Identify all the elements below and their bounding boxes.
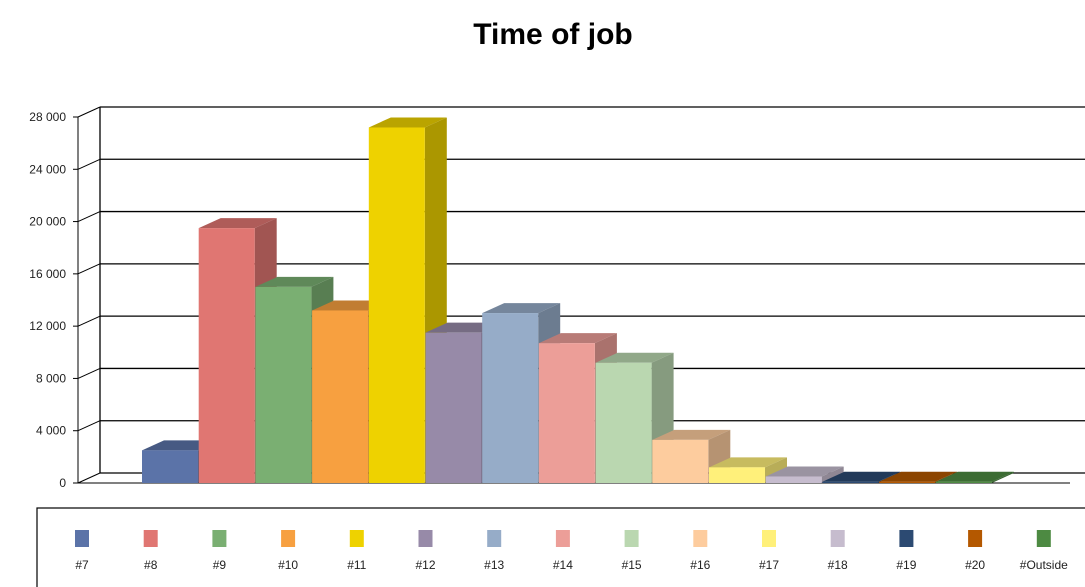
bar-front xyxy=(312,310,369,483)
legend-swatch xyxy=(762,530,776,547)
legend-swatch xyxy=(555,530,570,547)
legend-swatch xyxy=(418,530,433,547)
legend-swatch xyxy=(899,530,914,547)
legend-label: #15 xyxy=(622,558,642,572)
legend-item: #7 xyxy=(75,530,89,572)
gridline-side xyxy=(77,211,101,223)
y-tick-label: 12 000 xyxy=(29,319,66,333)
bar-front xyxy=(538,343,595,483)
bar-side xyxy=(821,466,844,483)
bar-front xyxy=(425,332,482,483)
legend-item: #10 xyxy=(278,530,298,572)
legend-label: #18 xyxy=(828,558,848,572)
legend-label: #20 xyxy=(965,558,985,572)
bar-top xyxy=(935,471,1014,482)
bar-front xyxy=(652,439,709,483)
bar-front xyxy=(935,481,992,483)
legend-swatch xyxy=(1036,530,1051,547)
legend-item: #12 xyxy=(415,530,436,572)
y-tick-label: 4 000 xyxy=(36,424,66,438)
bar-top xyxy=(879,471,958,482)
gridline-side xyxy=(77,367,101,379)
legend-swatch xyxy=(968,530,983,547)
bar-front xyxy=(822,481,879,483)
bars xyxy=(142,117,1014,483)
bar-top xyxy=(595,352,674,363)
y-tick-label: 28 000 xyxy=(29,110,66,124)
legend-item: #9 xyxy=(212,530,227,572)
bar xyxy=(935,471,1014,483)
legend-item: #16 xyxy=(690,530,711,572)
legend-label: #Outside xyxy=(1020,558,1068,572)
legend-swatch xyxy=(830,530,845,547)
bar-front xyxy=(879,481,936,483)
legend-label: #10 xyxy=(278,558,298,572)
gridline-side xyxy=(77,158,101,170)
gridline-side xyxy=(77,472,101,484)
bar-top xyxy=(198,218,277,229)
legend-label: #16 xyxy=(690,558,710,572)
legend-item: #17 xyxy=(759,530,779,572)
legend-swatch xyxy=(212,530,227,547)
legend-item: #15 xyxy=(622,530,642,572)
bar-top xyxy=(822,471,901,482)
y-tick-label: 0 xyxy=(59,476,66,490)
legend-swatch xyxy=(349,530,364,547)
bar-front xyxy=(198,228,255,483)
legend-label: #12 xyxy=(415,558,435,572)
legend-label: #13 xyxy=(484,558,504,572)
legend-label: #17 xyxy=(759,558,779,572)
gridline-side xyxy=(77,106,101,118)
bar-top xyxy=(368,117,447,128)
legend-item: #20 xyxy=(965,530,985,572)
bar-front xyxy=(142,450,198,483)
gridline-side xyxy=(77,315,101,327)
bar-side xyxy=(991,471,1014,483)
legend-item: #19 xyxy=(896,530,917,572)
legend-swatch xyxy=(624,530,639,547)
legend-label: #7 xyxy=(75,558,89,572)
bar-top xyxy=(652,429,731,440)
legend-item: #11 xyxy=(347,530,367,572)
bar-front xyxy=(368,127,425,483)
bar-front xyxy=(709,467,765,483)
legend-item: #Outside xyxy=(1020,530,1068,572)
bar-front xyxy=(482,313,539,483)
bar-front xyxy=(255,286,312,483)
legend-item: #13 xyxy=(484,530,505,572)
bar-front xyxy=(765,476,822,483)
bar xyxy=(765,466,844,483)
legend-swatch xyxy=(693,530,708,547)
y-tick-label: 16 000 xyxy=(29,267,66,281)
y-axis: 0 4 000 8 000 12 000 16 000 20 000 24 000 28 00… xyxy=(29,110,79,490)
legend-label: #19 xyxy=(896,558,916,572)
chart-title: Time of job xyxy=(473,18,632,51)
bar-top xyxy=(709,457,787,468)
legend-swatch xyxy=(487,530,502,547)
bar-top xyxy=(255,276,334,287)
bar-top xyxy=(765,466,844,477)
legend-items: #7 #8 #9 #10 #11 #12 #13 #14 #15 #16 #17 #18 #19 #20 #… xyxy=(75,530,1068,572)
legend-item: #14 xyxy=(553,530,573,572)
legend-swatch xyxy=(143,530,158,547)
legend-item: #8 xyxy=(143,530,158,572)
legend-swatch xyxy=(281,530,296,547)
legend-label: #11 xyxy=(347,558,366,572)
legend-label: #14 xyxy=(553,558,573,572)
legend-swatch xyxy=(75,530,89,547)
y-tick-label: 20 000 xyxy=(29,215,66,229)
y-tick-label: 24 000 xyxy=(29,162,66,176)
legend-label: #9 xyxy=(213,558,227,572)
gridline-side xyxy=(77,420,101,432)
bar-top xyxy=(482,303,561,314)
y-tick-label: 8 000 xyxy=(36,371,66,385)
legend-label: #8 xyxy=(144,558,158,572)
legend-item: #18 xyxy=(828,530,848,572)
bar-top xyxy=(538,333,617,344)
legend xyxy=(36,507,1085,587)
bar-front xyxy=(595,362,652,483)
gridline-side xyxy=(77,263,101,275)
